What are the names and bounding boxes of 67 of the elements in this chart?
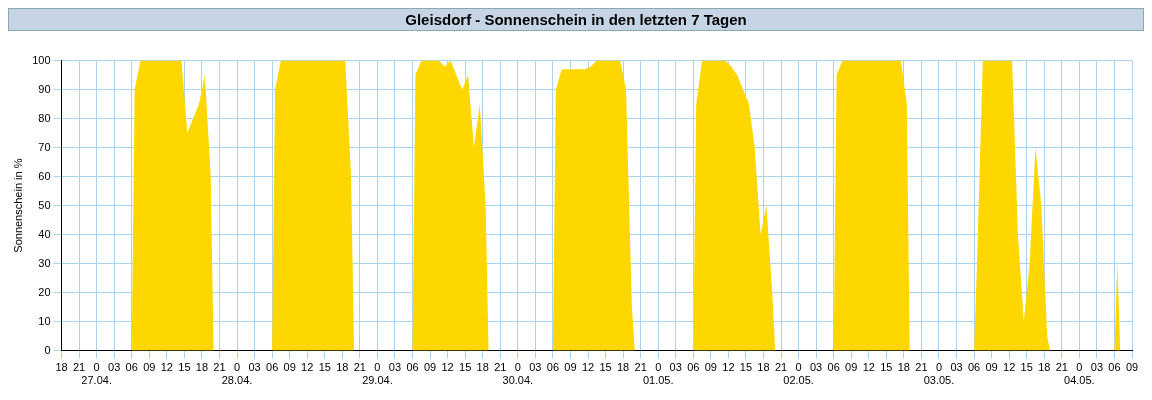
- x-tick-label: 18: [55, 361, 68, 374]
- x-tick-label: 12: [160, 361, 173, 374]
- x-tick-label: 03: [1090, 361, 1104, 374]
- y-tick-label: 40: [38, 227, 51, 240]
- x-tick-label: 06: [687, 361, 700, 374]
- x-tick-label: 06: [827, 361, 840, 374]
- x-tick-label: 15: [459, 361, 472, 374]
- x-tick-label: 09: [143, 361, 156, 374]
- x-tick-label: 03: [529, 361, 542, 374]
- x-tick-label: 18: [897, 361, 910, 374]
- x-tick-label: 18: [476, 361, 489, 374]
- x-tick-label: 15: [1020, 361, 1033, 374]
- y-tick-label: 0: [44, 343, 51, 356]
- x-tick-label: 09: [423, 361, 437, 374]
- x-tick-label: 18: [757, 361, 770, 374]
- y-tick-label: 90: [38, 82, 51, 95]
- x-tick-label: 15: [318, 361, 331, 374]
- x-tick-label: 09: [845, 361, 858, 374]
- y-tick-label: 20: [38, 285, 51, 298]
- x-tick-label: 03: [950, 361, 963, 374]
- x-tick-label: 03: [669, 361, 682, 374]
- x-tick-label: 21: [915, 361, 928, 374]
- x-tick-label: 21: [494, 361, 507, 374]
- x-tick-label: 21: [213, 361, 226, 374]
- x-tick-label: 12: [1003, 361, 1016, 374]
- y-tick-label: 10: [38, 314, 51, 327]
- x-tick-label: 03: [810, 361, 823, 374]
- x-tick-label: 09: [283, 361, 296, 374]
- y-tick-label: 80: [38, 111, 51, 124]
- x-tick-label: 06: [546, 361, 560, 374]
- x-tick-label: 21: [774, 361, 788, 374]
- x-tick-label: 21: [72, 361, 86, 374]
- x-tick-label: 18: [1038, 361, 1051, 374]
- x-tick-label: 06: [406, 361, 419, 374]
- x-tick-label: 12: [862, 361, 875, 374]
- x-tick-label: 12: [301, 361, 314, 374]
- x-tick-label: 12: [441, 361, 454, 374]
- x-tick-label: 06: [967, 361, 981, 374]
- x-tick-label: 03: [248, 361, 261, 374]
- x-tick-label: 12: [581, 361, 595, 374]
- x-tick-label: 06: [1108, 361, 1121, 374]
- y-tick-label: 60: [38, 169, 51, 182]
- y-axis-title: Sonnenschein in %: [11, 158, 24, 253]
- x-tick-label: 15: [178, 361, 191, 374]
- x-tick-label: 21: [1055, 361, 1068, 374]
- x-tick-label: 21: [634, 361, 647, 374]
- x-tick-label: 18: [336, 361, 349, 374]
- x-tick-label: 18: [616, 361, 630, 374]
- x-tick-label: 09: [985, 361, 998, 374]
- y-tick-label: 70: [38, 140, 51, 153]
- x-tick-label: 21: [353, 361, 366, 374]
- x-tick-label: 12: [722, 361, 735, 374]
- x-tick-label: 06: [125, 361, 138, 374]
- x-tick-label: 03: [388, 361, 402, 374]
- x-tick-label: 18: [195, 361, 209, 374]
- y-tick-label: 30: [38, 256, 51, 269]
- x-tick-label: 15: [599, 361, 612, 374]
- x-tick-label: 15: [880, 361, 893, 374]
- x-tick-label: 03: [108, 361, 121, 374]
- x-tick-label: 09: [1125, 361, 1139, 374]
- x-tick-label: 15: [739, 361, 753, 374]
- x-tick-label: 09: [564, 361, 577, 374]
- x-tick-label: 09: [704, 361, 717, 374]
- y-tick-label: 50: [38, 198, 51, 211]
- y-tick-label: 100: [32, 53, 51, 66]
- x-tick-label: 06: [266, 361, 279, 374]
- chart-title: Gleisdorf - Sonnenschein in den letzten 7 Tagen: [8, 8, 1144, 31]
